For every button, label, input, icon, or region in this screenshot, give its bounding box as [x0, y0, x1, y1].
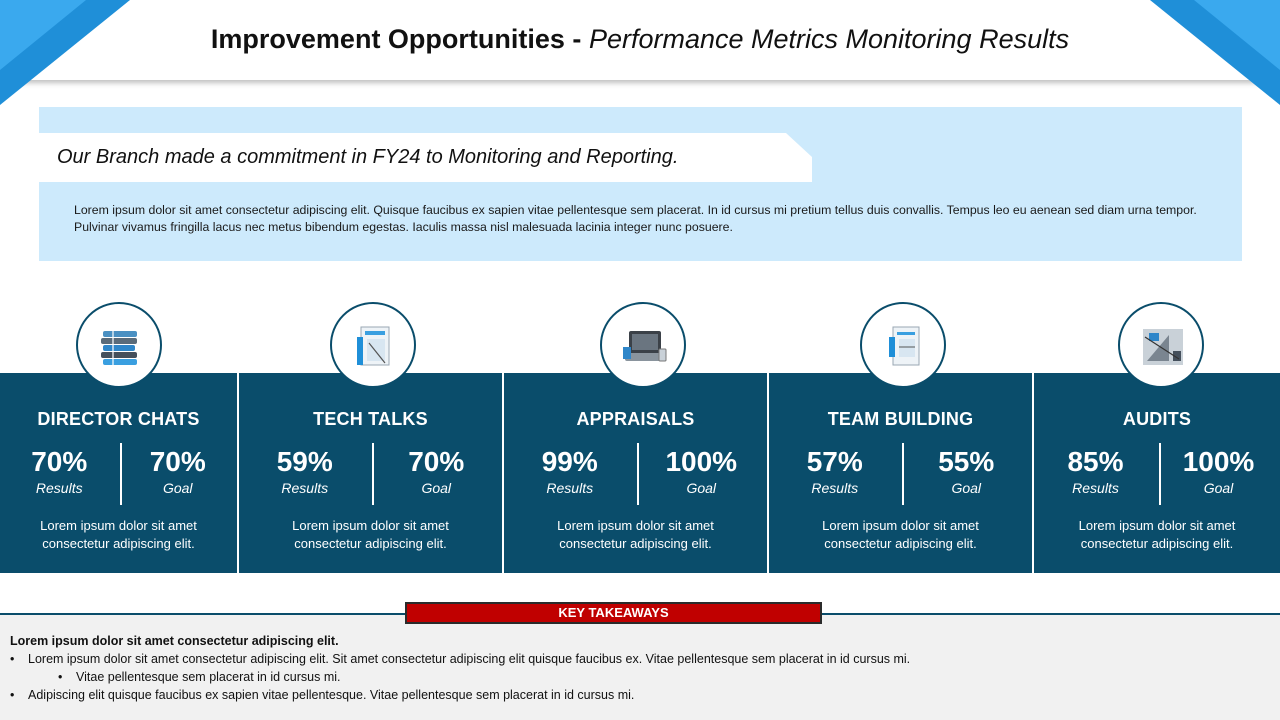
results-label: Results: [35, 480, 83, 496]
takeaways-heading: Lorem ipsum dolor sit amet consectetur a…: [10, 634, 339, 648]
laptop-icon: [600, 302, 686, 388]
goal-label: Goal: [421, 480, 452, 496]
goal-label: Goal: [162, 480, 193, 496]
card-description: Lorem ipsum dolor sit amet consectetur a…: [292, 518, 449, 551]
documents-icon: [860, 302, 946, 388]
results-stat: 59% Results: [239, 445, 371, 496]
goal-label: Goal: [951, 480, 982, 496]
card-description: Lorem ipsum dolor sit amet consectetur a…: [1078, 518, 1236, 551]
results-label: Results: [281, 480, 329, 496]
goal-value: 55%: [938, 446, 995, 477]
blueprint-icon: [330, 302, 416, 388]
takeaway-bullet: Adipiscing elit quisque faucibus ex sapi…: [10, 686, 910, 704]
stat-divider: [1159, 443, 1161, 505]
metric-card-tech-talks: TECH TALKS 59% Results 70% Goal Lorem ip…: [239, 373, 502, 573]
card-title: TECH TALKS: [313, 409, 428, 429]
metric-card-director-chats: DIRECTOR CHATS 70% Results 70% Goal Lore…: [0, 373, 237, 573]
card-description: Lorem ipsum dolor sit amet consectetur a…: [40, 518, 197, 551]
card-title: AUDITS: [1122, 409, 1192, 429]
intro-banner-text: Our Branch made a commitment in FY24 to …: [57, 146, 679, 168]
goal-value: 100%: [665, 446, 738, 477]
corner-decoration-right-inner: [1194, 0, 1280, 70]
goal-value: 70%: [149, 446, 206, 477]
key-takeaways-badge: KEY TAKEAWAYS: [405, 602, 822, 624]
drafting-tools-icon: [1118, 302, 1204, 388]
results-label: Results: [1072, 480, 1119, 496]
goal-stat: 100% Goal: [1157, 445, 1280, 496]
goal-stat: 70% Goal: [371, 445, 503, 496]
card-title: DIRECTOR CHATS: [37, 409, 200, 429]
takeaway-bullet: Lorem ipsum dolor sit amet consectetur a…: [10, 650, 910, 668]
intro-body-text: Lorem ipsum dolor sit amet consectetur a…: [74, 203, 1197, 234]
goal-value: 70%: [408, 446, 465, 477]
corner-decoration-left-inner: [0, 0, 86, 70]
card-description: Lorem ipsum dolor sit amet consectetur a…: [557, 518, 714, 551]
goal-stat: 70% Goal: [119, 445, 238, 496]
results-stat: 85% Results: [1034, 445, 1157, 496]
slide-header: [0, 0, 1280, 80]
metrics-row: DIRECTOR CHATS 70% Results 70% Goal Lore…: [0, 373, 1280, 573]
stat-divider: [637, 443, 639, 505]
results-value: 70%: [31, 446, 88, 477]
metric-card-team-building: TEAM BUILDING 57% Results 55% Goal Lorem…: [769, 373, 1032, 573]
card-description: Lorem ipsum dolor sit amet consectetur a…: [822, 518, 979, 551]
results-stat: 70% Results: [0, 445, 119, 496]
card-title: TEAM BUILDING: [827, 409, 974, 429]
takeaway-sub-bullet: Vitae pellentesque sem placerat in id cu…: [10, 668, 910, 686]
title-italic: Performance Metrics Monitoring Results: [588, 24, 1070, 54]
books-icon: [76, 302, 162, 388]
results-stat: 99% Results: [504, 445, 636, 496]
results-value: 59%: [276, 446, 333, 477]
results-value: 99%: [541, 446, 598, 477]
stat-divider: [372, 443, 374, 505]
goal-value: 100%: [1182, 446, 1255, 477]
metric-card-audits: AUDITS 85% Results 100% Goal Lorem ipsum…: [1034, 373, 1280, 573]
results-value: 85%: [1067, 446, 1124, 477]
card-title: APPRAISALS: [576, 409, 695, 429]
takeaways-list: Lorem ipsum dolor sit amet consectetur a…: [10, 632, 910, 704]
results-label: Results: [811, 480, 859, 496]
stat-divider: [902, 443, 904, 505]
stat-divider: [120, 443, 122, 505]
metric-card-appraisals: APPRAISALS 99% Results 100% Goal Lorem i…: [504, 373, 767, 573]
intro-panel: [39, 107, 1242, 261]
goal-stat: 100% Goal: [636, 445, 768, 496]
title-bold: Improvement Opportunities -: [210, 24, 582, 54]
goal-stat: 55% Goal: [901, 445, 1033, 496]
intro-banner: [0, 133, 812, 182]
goal-label: Goal: [686, 480, 717, 496]
results-value: 57%: [806, 446, 863, 477]
page-title: Improvement Opportunities - Performance …: [0, 24, 1280, 55]
goal-label: Goal: [1203, 480, 1234, 496]
results-stat: 57% Results: [769, 445, 901, 496]
results-label: Results: [546, 480, 594, 496]
